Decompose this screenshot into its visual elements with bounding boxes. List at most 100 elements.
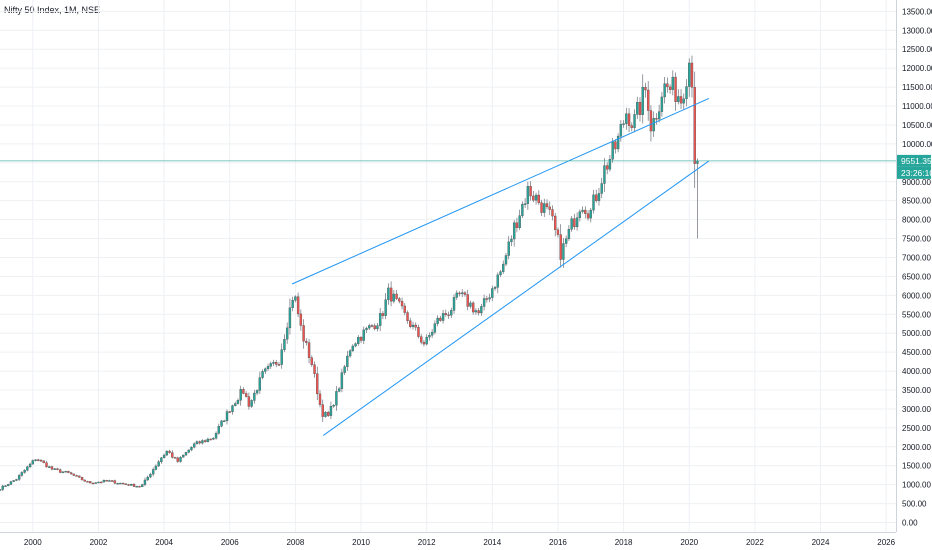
candle-up xyxy=(94,482,97,484)
candle-up xyxy=(482,298,486,307)
candle-up xyxy=(146,476,149,481)
candle-up xyxy=(151,469,155,475)
candle-down xyxy=(554,215,557,230)
candle-up xyxy=(192,443,196,448)
candle-up xyxy=(1,485,4,490)
candle-up xyxy=(324,412,327,417)
candle-up xyxy=(143,479,147,485)
candle-down xyxy=(400,300,404,307)
candle-up xyxy=(436,317,439,324)
candle-up xyxy=(562,243,565,260)
candle-down xyxy=(447,314,450,316)
candle-up xyxy=(31,460,35,465)
candle-down xyxy=(198,441,201,444)
candle-up xyxy=(187,449,190,453)
candle-down xyxy=(247,396,251,407)
candle-up xyxy=(384,299,387,316)
candle-up xyxy=(102,480,106,483)
candle-down xyxy=(444,313,448,315)
candle-up xyxy=(335,391,338,406)
candle-up xyxy=(671,76,675,90)
candle-up xyxy=(23,469,26,473)
candle-down xyxy=(72,473,76,476)
candle-down xyxy=(80,477,84,481)
candle-down xyxy=(647,89,650,111)
candle-down xyxy=(127,484,130,486)
candle-up xyxy=(217,425,221,434)
candle-up xyxy=(368,325,371,329)
candle-up xyxy=(269,363,272,367)
candle-up xyxy=(491,288,494,298)
x-tick-label: 2016 xyxy=(549,538,567,547)
candle-up xyxy=(64,471,67,473)
candle-down xyxy=(556,229,560,235)
candle-down xyxy=(419,336,423,343)
x-tick-label: 2002 xyxy=(90,538,108,547)
candle-up xyxy=(611,141,614,160)
candle-down xyxy=(56,468,59,470)
candle-up xyxy=(430,332,434,336)
x-tick-label: 2014 xyxy=(483,538,501,547)
candle-up xyxy=(4,485,7,487)
candle-down xyxy=(124,483,128,485)
candle-down xyxy=(121,482,125,485)
candle-down xyxy=(477,310,480,314)
candle-down xyxy=(305,340,308,343)
x-tick-label: 2008 xyxy=(286,538,304,547)
candle-down xyxy=(173,457,177,459)
candle-up xyxy=(480,306,483,314)
candle-up xyxy=(619,123,623,137)
candle-up xyxy=(154,465,158,470)
candle-up xyxy=(608,158,612,170)
candle-down xyxy=(277,364,281,366)
trendline xyxy=(322,160,710,436)
candle-up xyxy=(165,450,169,456)
x-tick-label: 2026 xyxy=(877,538,895,547)
candle-up xyxy=(504,255,508,265)
candle-up xyxy=(9,481,13,485)
candle-up xyxy=(622,123,625,125)
y-tick-label: 1000.00 xyxy=(902,481,931,490)
candle-down xyxy=(86,481,89,483)
candle-down xyxy=(690,62,694,88)
candle-up xyxy=(570,218,573,230)
candle-up xyxy=(510,238,513,243)
candle-down xyxy=(381,313,385,316)
candle-down xyxy=(373,325,376,330)
y-tick-label: 10500.00 xyxy=(902,121,932,130)
y-tick-label: 7500.00 xyxy=(902,235,931,244)
candle-down xyxy=(573,218,576,228)
candle-down xyxy=(649,110,653,132)
y-tick-label: 6000.00 xyxy=(902,291,931,300)
candle-down xyxy=(614,141,617,150)
candle-up xyxy=(234,403,237,406)
candle-up xyxy=(474,310,478,313)
y-tick-label: 12500.00 xyxy=(902,45,932,54)
candle-up xyxy=(652,118,655,132)
candle-up xyxy=(272,362,275,364)
candle-up xyxy=(332,405,335,407)
candle-down xyxy=(89,481,92,484)
candle-down xyxy=(398,298,401,302)
candle-up xyxy=(663,83,666,98)
y-tick-label: 2000.00 xyxy=(902,443,931,452)
candle-up xyxy=(7,484,10,486)
candle-down xyxy=(439,317,442,321)
x-tick-label: 2010 xyxy=(352,538,370,547)
y-tick-label: 5000.00 xyxy=(902,329,931,338)
candle-down xyxy=(132,484,136,487)
candle-down xyxy=(414,324,417,328)
candle-up xyxy=(425,336,428,345)
candle-up xyxy=(376,325,379,330)
candle-down xyxy=(307,342,311,358)
candle-up xyxy=(387,287,390,300)
candle-up xyxy=(636,102,639,115)
candle-up xyxy=(329,406,333,416)
candle-up xyxy=(512,222,516,240)
candle-up xyxy=(543,203,546,213)
x-tick-label: 2004 xyxy=(155,538,173,547)
candle-down xyxy=(674,76,677,102)
candle-down xyxy=(168,450,171,453)
candle-up xyxy=(507,241,510,256)
